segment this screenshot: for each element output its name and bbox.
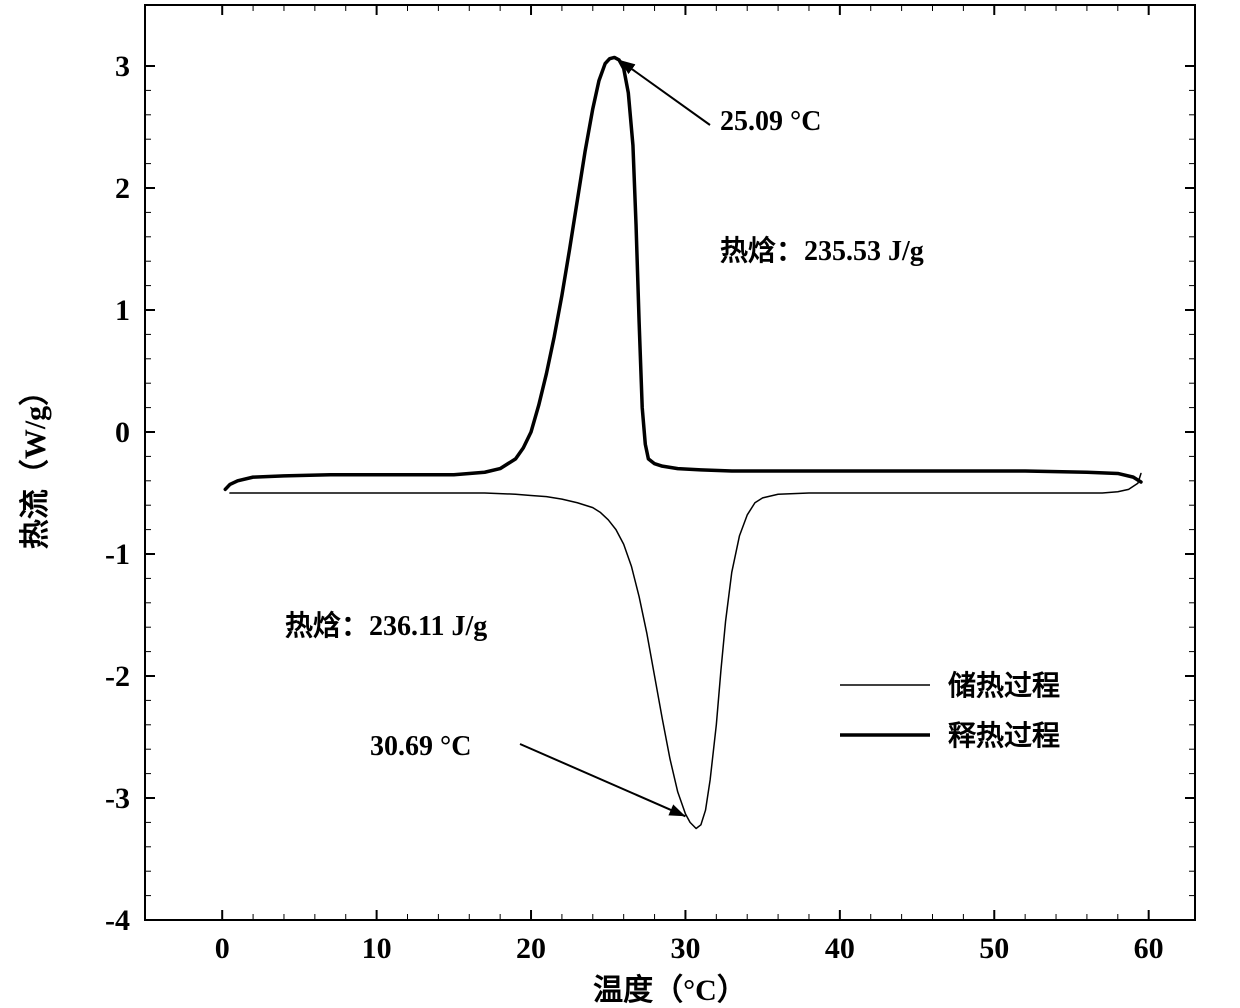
x-tick-label: 10 xyxy=(362,932,392,965)
y-tick-label: 3 xyxy=(115,50,130,83)
x-tick-label: 30 xyxy=(670,932,700,965)
legend-label: 储热过程 xyxy=(948,670,1060,702)
x-tick-label: 0 xyxy=(215,932,230,965)
y-tick-label: -3 xyxy=(105,782,130,815)
peak-upper-arrow xyxy=(619,60,710,125)
x-axis-label: 温度（°C） xyxy=(593,973,747,1007)
y-tick-label: -1 xyxy=(105,538,130,571)
y-tick-label: 1 xyxy=(115,294,130,327)
plot-border xyxy=(145,5,1195,920)
y-tick-label: -4 xyxy=(105,904,130,937)
chart-svg: 0 10 20 30 40 50 60 -4 -3 -2 -1 0 1 2 3 温度（°C） 热流（W/g） 25… xyxy=(0,0,1240,1008)
x-tick-label: 20 xyxy=(516,932,546,965)
peak-lower-label: 30.69 °C xyxy=(370,731,471,762)
y-tick-label: 2 xyxy=(115,172,130,205)
legend-label: 释热过程 xyxy=(948,720,1060,752)
heat-release-curve xyxy=(225,57,1141,489)
x-tick-label: 50 xyxy=(979,932,1009,965)
enthalpy-lower-label: 热焓：236.11 J/g xyxy=(285,609,487,642)
y-tick-label: 0 xyxy=(115,416,130,449)
y-axis-label: 热流（W/g） xyxy=(18,376,52,549)
x-tick-label: 40 xyxy=(825,932,855,965)
peak-upper-label: 25.09 °C xyxy=(720,106,821,137)
heat-storage-curve xyxy=(230,473,1141,828)
y-tick-label: -2 xyxy=(105,660,130,693)
peak-lower-arrow xyxy=(520,744,685,816)
dsc-chart: 0 10 20 30 40 50 60 -4 -3 -2 -1 0 1 2 3 温度（°C） 热流（W/g） 25… xyxy=(0,0,1240,1008)
enthalpy-upper-label: 热焓：235.53 J/g xyxy=(720,234,924,267)
x-tick-label: 60 xyxy=(1134,932,1164,965)
